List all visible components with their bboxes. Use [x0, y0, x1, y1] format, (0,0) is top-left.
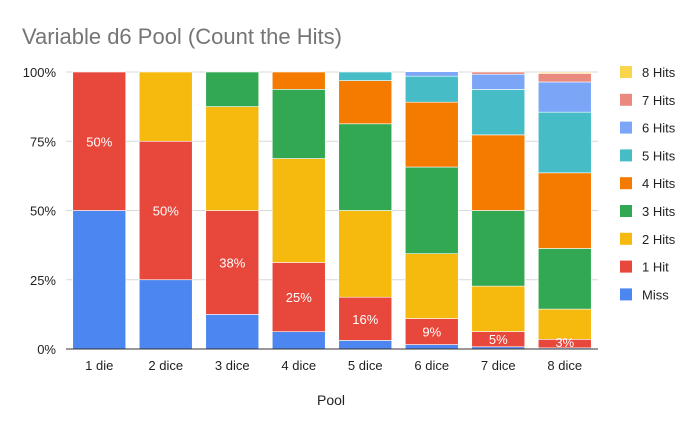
bar-segment: [404, 318, 459, 345]
bar-segment: [72, 71, 127, 211]
x-tick-label: 8 dice: [547, 358, 582, 373]
bar-segment: [338, 80, 393, 125]
bar-segment: [271, 158, 326, 263]
bar-segment: [404, 71, 459, 77]
legend-swatch: [620, 121, 632, 134]
x-tick-label: 4 dice: [281, 358, 316, 373]
bar-segment: [471, 210, 526, 287]
bar-segment: [537, 81, 592, 113]
legend-label: Miss: [642, 287, 669, 302]
y-tick-label: 50%: [30, 204, 56, 219]
chart-title: Variable d6 Pool (Count the Hits): [22, 24, 342, 49]
bar-segment: [404, 253, 459, 319]
bar-segment: [205, 71, 260, 107]
bar-segment: [537, 71, 592, 74]
x-tick-label: 7 dice: [481, 358, 516, 373]
bar-segment: [205, 106, 260, 211]
bars: [72, 71, 592, 350]
bar-segment: [471, 89, 526, 136]
y-tick-label: 100%: [23, 65, 57, 80]
bar-segment: [138, 71, 193, 142]
legend-label: 4 Hits: [642, 176, 676, 191]
bar-segment: [404, 75, 459, 103]
x-axis-ticks: 1 die 2 dice 3 dice 4 dice 5 dice 6 dice 7 dic…: [85, 358, 582, 373]
y-tick-label: 0%: [37, 342, 56, 357]
data-label: 16%: [352, 312, 378, 327]
legend-swatch: [620, 205, 632, 217]
y-axis-ticks: 0% 25% 50% 75% 100%: [23, 65, 57, 357]
data-label: 50%: [153, 204, 179, 219]
legend-label: 1 Hit: [642, 260, 669, 275]
legend-label: 3 Hits: [642, 204, 676, 219]
bar-segment: [404, 101, 459, 168]
bar-segment: [338, 123, 393, 211]
bar-segment: [271, 262, 326, 332]
bar-segment: [471, 134, 526, 211]
bar-segment: [205, 210, 260, 315]
x-tick-label: 3 dice: [215, 358, 250, 373]
data-label: 9%: [422, 325, 441, 340]
bar-segment: [138, 279, 193, 350]
bar-segment: [537, 248, 592, 310]
legend-swatch: [620, 288, 632, 301]
bar-segment: [471, 285, 526, 332]
bar-segment: [471, 71, 526, 75]
bar-segment: [338, 210, 393, 298]
y-tick-label: 75%: [30, 134, 56, 149]
legend-label: 8 Hits: [642, 65, 676, 80]
data-label: 5%: [489, 332, 508, 347]
bar-segment: [537, 111, 592, 174]
legend-swatch: [620, 149, 632, 162]
bar-segment: [271, 89, 326, 159]
bar-segment: [537, 308, 592, 340]
legend-label: 6 Hits: [642, 121, 676, 136]
data-label: 3%: [555, 335, 574, 350]
legend-label: 5 Hits: [642, 148, 676, 163]
x-axis-title: Pool: [317, 392, 345, 408]
x-tick-label: 2 dice: [148, 358, 183, 373]
bar-segment: [404, 166, 459, 255]
bar-segment: [537, 73, 592, 83]
x-tick-label: 1 die: [85, 358, 113, 373]
data-label: 25%: [286, 290, 312, 305]
legend-label: 2 Hits: [642, 232, 676, 247]
bar-segment: [471, 73, 526, 90]
bar-segment: [72, 210, 127, 350]
legend-swatch: [620, 93, 632, 106]
data-label: 50%: [86, 134, 112, 149]
bar-segment: [271, 331, 326, 350]
legend-swatch: [620, 177, 632, 190]
bar-segment: [138, 140, 193, 281]
bar-segment: [338, 340, 393, 350]
x-tick-label: 5 dice: [348, 358, 383, 373]
bar-segment: [271, 71, 326, 90]
legend: 8 Hits 7 Hits 6 Hits 5 Hits 4 Hits 3 Hits 2 Hi…: [620, 65, 676, 302]
legend-label: 7 Hits: [642, 93, 676, 108]
bar-segment: [537, 172, 592, 249]
legend-swatch: [620, 260, 632, 273]
bar-segment: [205, 314, 260, 350]
legend-swatch: [620, 232, 632, 245]
legend-swatch: [620, 66, 632, 78]
bar-segment: [338, 296, 393, 341]
y-tick-label: 25%: [30, 273, 56, 288]
data-labels: 50% 50% 38% 25% 16% 9% 5% 3%: [86, 134, 574, 350]
x-tick-label: 6 dice: [414, 358, 449, 373]
bar-segment: [404, 344, 459, 350]
bar-segment: [338, 71, 393, 81]
data-label: 38%: [219, 255, 245, 270]
